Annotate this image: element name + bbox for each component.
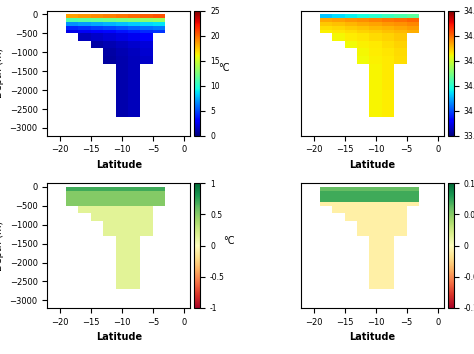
- X-axis label: Latitude: Latitude: [349, 160, 396, 170]
- X-axis label: Latitude: Latitude: [96, 160, 142, 170]
- Y-axis label: Depth (m): Depth (m): [0, 48, 4, 98]
- X-axis label: Latitude: Latitude: [349, 332, 396, 342]
- Y-axis label: Depth (m): Depth (m): [0, 221, 4, 271]
- X-axis label: Latitude: Latitude: [96, 332, 142, 342]
- Y-axis label: °C: °C: [218, 63, 229, 73]
- Y-axis label: °C: °C: [223, 235, 235, 246]
